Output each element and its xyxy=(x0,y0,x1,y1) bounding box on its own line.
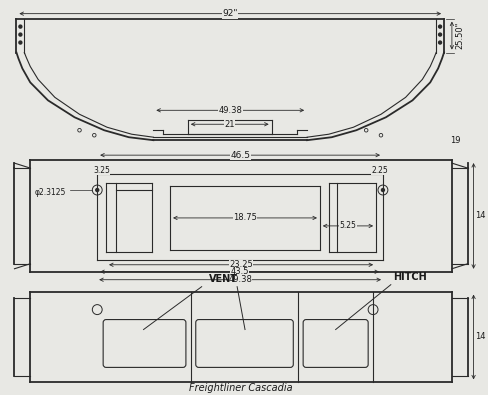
Text: 2.25: 2.25 xyxy=(371,166,388,175)
Text: 19: 19 xyxy=(450,136,461,145)
Text: 46.5: 46.5 xyxy=(230,150,250,160)
Text: 14: 14 xyxy=(475,211,486,220)
Circle shape xyxy=(19,33,22,36)
Text: 25.50": 25.50" xyxy=(456,22,465,49)
Circle shape xyxy=(19,41,22,44)
Circle shape xyxy=(439,25,442,28)
Circle shape xyxy=(439,41,442,44)
Text: VENT: VENT xyxy=(209,274,238,284)
Text: 43.5: 43.5 xyxy=(230,267,249,276)
Circle shape xyxy=(96,188,99,192)
Text: 5.25: 5.25 xyxy=(340,222,356,230)
Text: 23.25: 23.25 xyxy=(229,260,253,269)
Text: φ2.3125: φ2.3125 xyxy=(34,188,65,197)
Text: 3.25: 3.25 xyxy=(93,166,110,175)
Circle shape xyxy=(439,33,442,36)
Text: 14: 14 xyxy=(475,332,486,341)
Text: HITCH: HITCH xyxy=(393,272,427,282)
Circle shape xyxy=(19,25,22,28)
Circle shape xyxy=(382,188,385,192)
Text: 21: 21 xyxy=(224,120,235,129)
Text: 18.75: 18.75 xyxy=(233,213,257,222)
Text: Freightliner Cascadia: Freightliner Cascadia xyxy=(189,383,293,393)
Text: 49.38: 49.38 xyxy=(218,106,242,115)
Text: 92": 92" xyxy=(223,9,238,18)
Text: 49.38: 49.38 xyxy=(228,275,252,284)
